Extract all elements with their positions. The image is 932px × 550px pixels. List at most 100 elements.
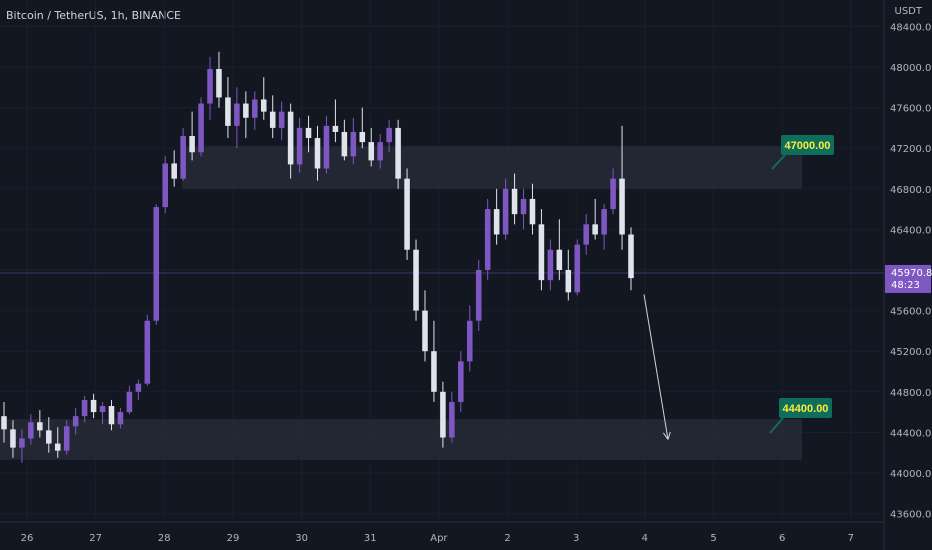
candle-body[interactable] (601, 209, 607, 235)
candle-body[interactable] (341, 131, 348, 157)
candle-body[interactable] (314, 138, 321, 169)
candle-body[interactable] (37, 422, 43, 431)
price-axis-tick-label: 44000.00 (890, 469, 932, 480)
target-arrow-head (662, 432, 669, 440)
price-axis-tick-label: 48400.00 (890, 22, 932, 33)
candle-body[interactable] (278, 111, 285, 128)
candle-body[interactable] (619, 178, 625, 235)
candle-body[interactable] (198, 103, 204, 153)
candle-body[interactable] (359, 131, 366, 143)
price-axis-tick-label: 46400.00 (890, 225, 932, 236)
candle-body[interactable] (422, 310, 428, 352)
candle-body[interactable] (54, 443, 61, 451)
candle-body[interactable] (162, 163, 169, 208)
candle-body[interactable] (260, 99, 267, 112)
candle-body[interactable] (565, 270, 572, 293)
candle-body[interactable] (520, 198, 527, 215)
candle-body[interactable] (108, 406, 115, 425)
candle-body[interactable] (189, 136, 195, 153)
candle-body[interactable] (171, 163, 177, 179)
candle-body[interactable] (538, 224, 545, 281)
candle-body[interactable] (449, 401, 455, 438)
time-axis-tick-label: 29 (227, 533, 240, 544)
target-arrow-line[interactable] (643, 294, 669, 440)
candle-body[interactable] (180, 136, 186, 179)
candle-body[interactable] (574, 244, 581, 293)
candle-body[interactable] (395, 127, 401, 179)
candle-body[interactable] (81, 399, 88, 417)
candle-body[interactable] (72, 416, 79, 427)
zone-rect (182, 146, 802, 189)
candle-body[interactable] (305, 127, 312, 139)
candle-body[interactable] (502, 188, 509, 235)
candle-body[interactable] (323, 125, 330, 169)
candle-body[interactable] (404, 178, 410, 250)
candle-body[interactable] (332, 125, 339, 132)
candle-body[interactable] (386, 127, 392, 143)
price-axis-tick-label: 44800.00 (890, 388, 932, 399)
candle-body[interactable] (547, 249, 554, 281)
candle-body[interactable] (225, 97, 231, 126)
candle-body[interactable] (234, 103, 240, 126)
candle-body[interactable] (252, 99, 258, 118)
candle-body[interactable] (144, 320, 151, 384)
candle-body[interactable] (126, 391, 133, 413)
candle-body[interactable] (377, 142, 383, 161)
candle-body[interactable] (529, 198, 536, 225)
candle-body[interactable] (556, 249, 563, 270)
candle-body[interactable] (458, 361, 464, 402)
callout-label-box[interactable] (781, 135, 834, 155)
candle-body[interactable] (583, 224, 589, 245)
price-axis-tick-label: 48000.00 (890, 63, 932, 74)
candle-body[interactable] (493, 209, 500, 235)
time-axis-tick-label: 5 (710, 533, 716, 544)
candle-body[interactable] (216, 69, 222, 98)
time-axis-tick-label: 30 (295, 533, 308, 544)
candle-body[interactable] (1, 416, 7, 430)
candle-body[interactable] (243, 103, 249, 118)
candle-body[interactable] (350, 131, 357, 157)
candle-body[interactable] (296, 127, 303, 165)
target-arrow-head (667, 431, 671, 440)
current-price-badge (885, 264, 931, 293)
candle-body[interactable] (628, 234, 634, 279)
candle-body[interactable] (153, 207, 160, 321)
candle-body[interactable] (46, 430, 52, 444)
candle-body[interactable] (63, 426, 70, 451)
price-axis-tick-label: 47200.00 (890, 144, 932, 155)
candle-body[interactable] (90, 399, 97, 413)
candle-body[interactable] (117, 412, 124, 425)
time-axis-tick-label: 4 (642, 533, 648, 544)
candle-body[interactable] (413, 249, 419, 311)
callout-label-box[interactable] (779, 398, 832, 418)
callout-pointer (771, 154, 786, 170)
time-axis-tick-label: 7 (848, 533, 854, 544)
candle-body[interactable] (19, 438, 25, 448)
candle-body[interactable] (592, 224, 598, 235)
candle-body[interactable] (475, 270, 482, 321)
candle-body[interactable] (269, 111, 276, 128)
candle-body[interactable] (287, 111, 294, 165)
candle-body[interactable] (10, 429, 16, 448)
candle-body[interactable] (135, 383, 142, 392)
price-axis-tick-label: 44400.00 (890, 428, 932, 439)
candle-body[interactable] (511, 188, 518, 215)
candle-body[interactable] (368, 142, 375, 161)
price-axis-tick-label: 45200.00 (890, 347, 932, 358)
candle-body[interactable] (99, 406, 106, 413)
candle-body[interactable] (610, 178, 616, 210)
time-axis-tick-label: Apr (430, 533, 448, 544)
current-price-value: 45970.82 (891, 268, 932, 279)
candle-body[interactable] (28, 422, 34, 439)
candle-body[interactable] (466, 320, 473, 362)
candle-body[interactable] (440, 391, 446, 438)
candle-body[interactable] (484, 209, 491, 270)
time-axis-tick-label: 28 (158, 533, 171, 544)
axis-unit-label: USDT (894, 6, 922, 17)
symbol-title[interactable]: Bitcoin / TetherUS, 1h, BINANCE (6, 9, 182, 22)
price-axis-tick-label: 47600.00 (890, 104, 932, 115)
candle-body[interactable] (431, 351, 437, 392)
candle-body[interactable] (207, 69, 213, 104)
